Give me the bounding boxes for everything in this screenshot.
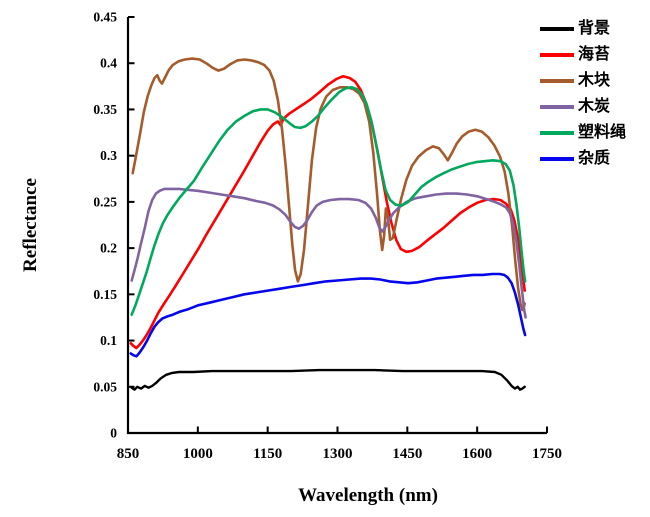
legend-label: 木炭	[578, 98, 611, 115]
series-line-0	[130, 368, 526, 391]
legend-item-0: 背景	[540, 16, 626, 42]
y-axis-title: Reflectance	[20, 178, 41, 272]
legend-item-2: 木块	[540, 68, 626, 94]
legend-line-swatch	[540, 53, 574, 57]
legend-label: 背景	[578, 20, 611, 37]
series-line-5	[129, 272, 527, 358]
legend-label: 杂质	[578, 150, 611, 167]
legend-label: 海苔	[578, 46, 611, 63]
legend-line-swatch	[540, 27, 574, 31]
x-tick-label: 850	[117, 446, 140, 462]
x-tick-label: 1000	[183, 446, 213, 462]
y-tick-label: 0.3	[100, 148, 117, 163]
legend-item-4: 塑料绳	[540, 120, 626, 146]
x-tick-label: 1600	[462, 446, 492, 462]
series-line-1	[129, 74, 526, 350]
y-tick-label: 0.1	[100, 333, 117, 348]
series-line-4	[130, 86, 527, 316]
legend-line-swatch	[540, 79, 574, 83]
x-tick-label: 1300	[323, 446, 353, 462]
legend-label: 塑料绳	[578, 124, 627, 141]
series-line-2	[131, 57, 526, 312]
y-tick-label: 0.2	[100, 241, 117, 256]
x-tick-label: 1750	[532, 446, 562, 462]
y-tick-label: 0.4	[100, 56, 117, 71]
x-tick-label: 1150	[253, 446, 282, 462]
legend: 背景海苔木块木炭塑料绳杂质	[540, 16, 626, 172]
legend-item-5: 杂质	[540, 146, 626, 172]
y-tick-label: 0.35	[93, 102, 117, 117]
legend-line-swatch	[540, 131, 574, 135]
legend-item-1: 海苔	[540, 42, 626, 68]
y-tick-label: 0.05	[93, 379, 117, 394]
legend-item-3: 木炭	[540, 94, 626, 120]
x-axis-title: Wavelength (nm)	[298, 485, 438, 506]
y-tick-label: 0.15	[93, 287, 117, 302]
y-tick-label: 0.45	[93, 10, 117, 25]
x-tick-label: 1450	[392, 446, 422, 462]
series-line-3	[130, 187, 527, 319]
legend-line-swatch	[540, 105, 574, 109]
y-tick-label: 0	[110, 426, 117, 441]
legend-line-swatch	[540, 157, 574, 161]
y-tick-label: 0.25	[93, 194, 117, 209]
legend-label: 木块	[578, 72, 611, 89]
